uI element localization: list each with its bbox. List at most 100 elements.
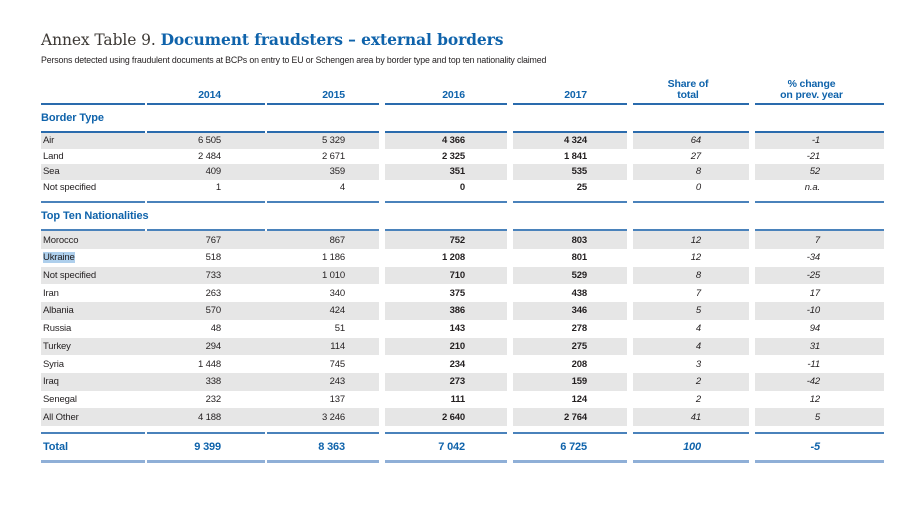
row-label: Ukraine: [43, 252, 75, 264]
row-label: Air: [43, 135, 55, 147]
cell-2014: 338: [205, 376, 222, 388]
table-number: Annex Table 9.: [41, 31, 156, 49]
cell-2016: 375: [449, 287, 466, 299]
cell-2015: 745: [329, 358, 346, 370]
cell-share-of-total: 2: [633, 372, 749, 391]
table-row: Air 6 505 5 329 4 366 4 324 64 -1: [41, 133, 886, 149]
cell-share-of-total: 0: [695, 182, 701, 194]
cell-share-of-total: 4: [633, 337, 749, 356]
cell-2017: 25: [576, 182, 587, 194]
cell-2017: 803: [513, 231, 627, 250]
cell-2016: 1 208: [441, 252, 465, 264]
cell-2016: 2 325: [441, 150, 465, 162]
cell-2015: 867: [329, 234, 346, 246]
cell-2014: 570: [205, 305, 222, 317]
table-row: Ukraine 518 1 186 1 208 801 12 -34: [41, 249, 886, 267]
cell-2016: 2 640: [385, 408, 507, 426]
cell-share-of-total: 2: [695, 393, 701, 405]
total-share: 100: [683, 440, 701, 453]
cell-share-of-total: 8: [633, 164, 749, 180]
cell-2014: 4 188: [197, 411, 221, 423]
total-label: Total: [43, 440, 68, 453]
data-table: 2014 2015 2016 2017 Share of total % cha…: [41, 79, 886, 463]
cell-2014: 1 448: [197, 358, 221, 370]
cell-2017: 2 764: [513, 408, 627, 426]
column-header-row: 2014 2015 2016 2017 Share of total % cha…: [41, 79, 886, 103]
cell-pct-change: -34: [806, 252, 820, 264]
cell-2017: 275: [513, 337, 627, 356]
cell-pct-change: -21: [806, 150, 820, 162]
cell-2016: 234: [449, 358, 466, 370]
table-subtitle: Persons detected using fraudulent docume…: [41, 55, 547, 65]
total-2016: 7 042: [438, 440, 465, 453]
column-header-pct-change: % change on prev. year: [780, 78, 843, 101]
row-label: Iraq: [43, 376, 59, 388]
cell-2016: 210: [385, 337, 507, 356]
header-rule: [41, 103, 884, 105]
cell-pct-change: -11: [807, 358, 820, 370]
cell-2014: 232: [205, 393, 222, 405]
cell-2014: 733: [205, 270, 222, 282]
cell-pct-change: n.a.: [804, 182, 820, 194]
cell-2016: 386: [385, 302, 507, 320]
cell-2015: 424: [329, 305, 346, 317]
cell-pct-change: 5: [755, 408, 884, 426]
cell-pct-change: 12: [809, 393, 820, 405]
table-row: Land 2 484 2 671 2 325 1 841 27 -21: [41, 148, 886, 165]
cell-2015: 243: [329, 376, 346, 388]
cell-pct-change: -42: [755, 372, 884, 391]
cell-share-of-total: 7: [695, 287, 701, 299]
cell-2017: 438: [571, 287, 588, 299]
page-title: Annex Table 9. Document fraudsters – ext…: [41, 30, 907, 50]
cell-2015: 137: [329, 393, 346, 405]
cell-pct-change: -10: [755, 302, 884, 320]
cell-2014: 409: [205, 166, 222, 178]
cell-2017: 208: [571, 358, 588, 370]
row-label: Albania: [43, 305, 74, 317]
border-type-rows: Air 6 505 5 329 4 366 4 324 64 -1 Land 2…: [41, 133, 886, 196]
row-label: Sea: [43, 166, 60, 178]
cell-2016: 752: [385, 231, 507, 250]
table-row: Not specified 733 1 010 710 529 8 -25: [41, 266, 886, 285]
cell-2016: 0: [459, 182, 465, 194]
column-header-2015: 2015: [322, 88, 345, 101]
row-label: Russia: [43, 323, 72, 335]
row-label: Not specified: [43, 182, 96, 194]
cell-2015: 1 010: [321, 270, 345, 282]
cell-2016: 273: [385, 372, 507, 391]
table-row: Syria 1 448 745 234 208 3 -11: [41, 355, 886, 373]
cell-2015: 114: [330, 340, 345, 352]
cell-2014: 294: [205, 340, 222, 352]
total-row: Total 9 399 8 363 7 042 6 725 100 -5: [41, 435, 886, 458]
cell-pct-change: 31: [755, 337, 884, 356]
cell-2016: 351: [385, 164, 507, 180]
cell-2017: 529: [513, 266, 627, 285]
cell-2017: 124: [571, 393, 588, 405]
row-label: Iran: [43, 287, 59, 299]
cell-2015: 4: [339, 182, 345, 194]
cell-2014: 518: [205, 252, 222, 264]
cell-share-of-total: 4: [695, 323, 701, 335]
cell-2016: 111: [450, 393, 466, 405]
cell-share-of-total: 41: [633, 408, 749, 426]
section-heading-top-ten-nationalities: Top Ten Nationalities: [41, 210, 149, 223]
row-label: Morocco: [43, 234, 79, 246]
cell-share-of-total: 3: [695, 358, 701, 370]
total-2017: 6 725: [560, 440, 587, 453]
cell-2014: 6 505: [197, 135, 221, 147]
row-label: Land: [43, 150, 64, 162]
total-change: -5: [810, 440, 821, 453]
table-row: Albania 570 424 386 346 5 -10: [41, 302, 886, 320]
section-bottom-rule: [41, 431, 884, 434]
cell-2017: 278: [571, 323, 588, 335]
cell-2016: 4 366: [385, 133, 507, 149]
cell-2015: 2 671: [321, 150, 345, 162]
cell-pct-change: -25: [755, 266, 884, 285]
cell-2015: 51: [334, 323, 345, 335]
column-header-2014: 2014: [198, 88, 221, 101]
cell-share-of-total: 5: [633, 302, 749, 320]
cell-share-of-total: 8: [633, 266, 749, 285]
table-row: Turkey 294 114 210 275 4 31: [41, 337, 886, 356]
cell-pct-change: 94: [809, 323, 820, 335]
row-label: All Other: [43, 411, 79, 423]
